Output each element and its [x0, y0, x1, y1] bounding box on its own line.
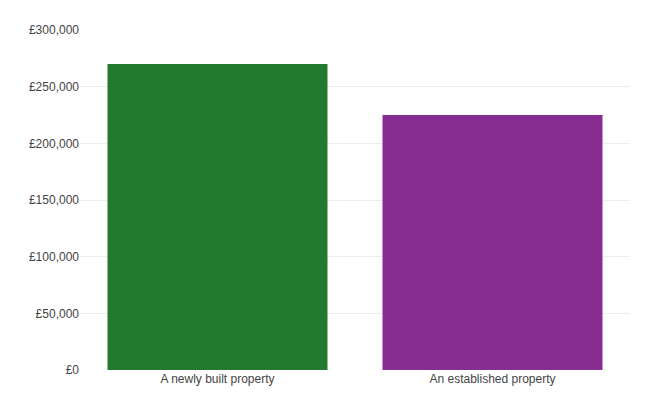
svg-text:£250,000: £250,000: [29, 80, 79, 94]
svg-text:£150,000: £150,000: [29, 193, 79, 207]
svg-text:£200,000: £200,000: [29, 137, 79, 151]
svg-text:£50,000: £50,000: [36, 307, 80, 321]
svg-text:£300,000: £300,000: [29, 23, 79, 37]
svg-text:A newly built property: A newly built property: [160, 372, 274, 386]
svg-text:£100,000: £100,000: [29, 250, 79, 264]
svg-text:£0: £0: [66, 363, 80, 377]
svg-text:An established property: An established property: [429, 372, 555, 386]
